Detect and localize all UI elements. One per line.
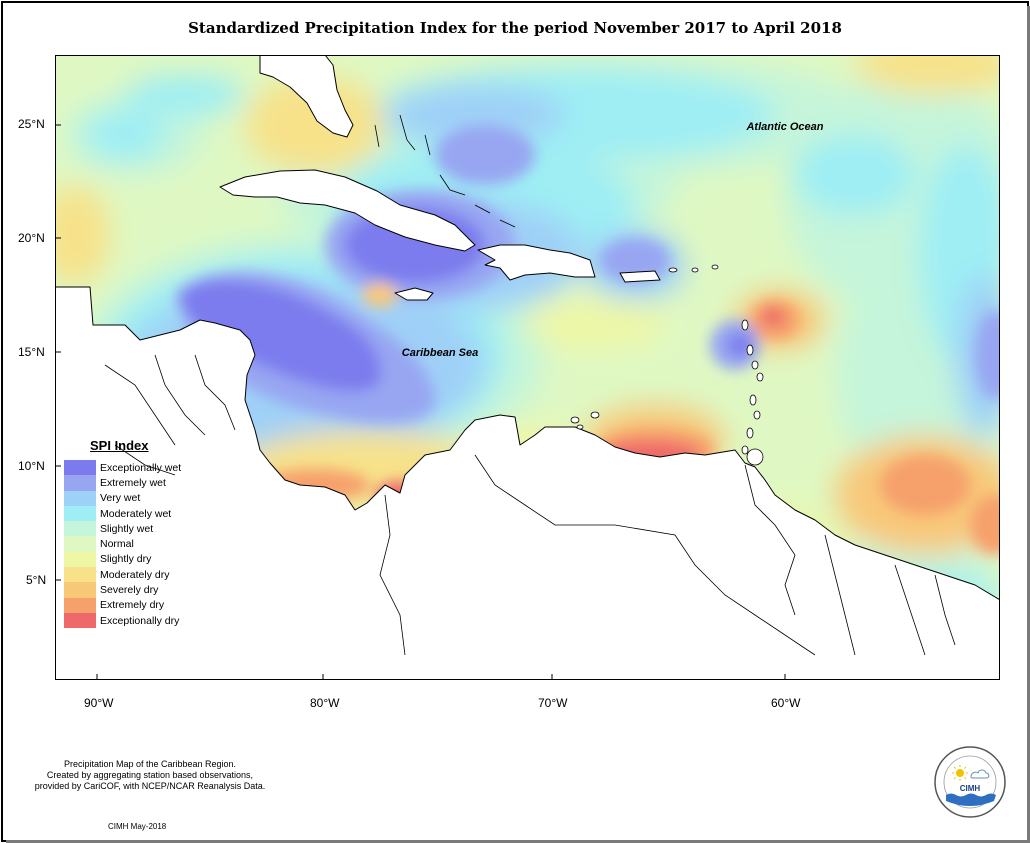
country-borders bbox=[104, 354, 956, 656]
legend-label: Very wet bbox=[100, 492, 141, 505]
lat-tick-25n: 25°N bbox=[18, 117, 45, 131]
footer-note-line3: provided by CariCOF, with NCEP/NCAR Rean… bbox=[34, 781, 266, 791]
legend-label: Extremely wet bbox=[100, 476, 166, 489]
lesser-antilles bbox=[570, 264, 764, 466]
legend-swatch bbox=[64, 460, 96, 476]
waves-icon bbox=[946, 793, 996, 806]
legend-item: Extremely wet bbox=[64, 475, 204, 491]
jamaica-landmass bbox=[394, 287, 434, 301]
legend-label: Exceptionally wet bbox=[100, 461, 182, 474]
legend-swatch bbox=[64, 536, 96, 552]
map-title: Standardized Precipitation Index for the… bbox=[188, 19, 842, 37]
frame-shadow-right bbox=[1027, 6, 1030, 843]
legend-label: Slightly wet bbox=[100, 522, 154, 535]
caribbean-sea-label: Caribbean Sea bbox=[402, 347, 478, 359]
central-america-landmass bbox=[55, 286, 1000, 680]
legend-label: Exceptionally dry bbox=[100, 614, 180, 627]
legend-label: Moderately wet bbox=[100, 507, 172, 520]
sun-icon bbox=[952, 765, 968, 781]
footer-note-line2: Created by aggregating station based obs… bbox=[46, 770, 254, 780]
land-masses bbox=[55, 55, 1000, 680]
legend-item: Normal bbox=[64, 536, 204, 552]
legend-swatch bbox=[64, 612, 96, 629]
legend-swatch bbox=[64, 521, 96, 537]
legend-item: Exceptionally wet bbox=[64, 460, 204, 476]
frame-shadow-bottom bbox=[6, 840, 1030, 843]
legend-item: Exceptionally dry bbox=[64, 612, 204, 629]
footer-note: Precipitation Map of the Caribbean Regio… bbox=[10, 759, 290, 792]
footer-note-line1: Precipitation Map of the Caribbean Regio… bbox=[63, 759, 237, 769]
lat-tick-20n: 20°N bbox=[18, 231, 45, 245]
legend-item: Moderately dry bbox=[64, 567, 204, 583]
legend-item: Very wet bbox=[64, 490, 204, 506]
lon-tick-90w: 90°W bbox=[84, 696, 114, 710]
legend-label: Moderately dry bbox=[100, 568, 170, 581]
lon-tick-80w: 80°W bbox=[310, 696, 340, 710]
legend-swatch bbox=[64, 505, 96, 522]
bahamas bbox=[374, 114, 516, 228]
legend-swatch bbox=[64, 551, 96, 568]
legend-item: Moderately wet bbox=[64, 505, 204, 522]
legend-label: Extremely dry bbox=[100, 599, 165, 612]
lat-tick-15n: 15°N bbox=[18, 345, 45, 359]
legend-swatch bbox=[64, 567, 96, 583]
lon-tick-60w: 60°W bbox=[771, 696, 801, 710]
footer-credit: CIMH May-2018 bbox=[108, 822, 167, 831]
legend-item: Slightly dry bbox=[64, 551, 204, 568]
logo-text: CIMH bbox=[960, 784, 981, 793]
legend-label: Normal bbox=[100, 538, 134, 551]
legend-swatch bbox=[64, 597, 96, 613]
lon-tick-70w: 70°W bbox=[538, 696, 568, 710]
lat-tick-5n: 5°N bbox=[26, 573, 47, 587]
legend-label: Severely dry bbox=[100, 584, 159, 597]
spi-map: Atlantic Ocean Caribbean Sea bbox=[55, 55, 1000, 680]
lat-tick-10n: 10°N bbox=[18, 459, 45, 473]
legend-swatch bbox=[64, 475, 96, 491]
florida-landmass bbox=[259, 55, 354, 138]
legend-label: Slightly dry bbox=[100, 553, 152, 566]
hispaniola-landmass bbox=[477, 244, 596, 281]
legend-title: SPI Index bbox=[90, 438, 149, 453]
legend-item: Slightly wet bbox=[64, 521, 204, 537]
legend-item: Extremely dry bbox=[64, 597, 204, 613]
legend-item: Severely dry bbox=[64, 582, 204, 598]
legend-items: Exceptionally wet Extremely wet Very wet Mo… bbox=[64, 460, 204, 629]
map-border bbox=[55, 55, 1000, 680]
atlantic-ocean-label: Atlantic Ocean bbox=[745, 121, 823, 133]
legend-swatch bbox=[64, 582, 96, 598]
spi-legend: SPI Index Exceptionally wet Extremely wet… bbox=[64, 438, 204, 629]
cuba-landmass bbox=[219, 169, 476, 252]
cimh-logo: CIMH bbox=[933, 745, 1007, 819]
puerto-rico-landmass bbox=[619, 270, 661, 283]
legend-swatch bbox=[64, 490, 96, 506]
cloud-icon bbox=[970, 769, 990, 779]
